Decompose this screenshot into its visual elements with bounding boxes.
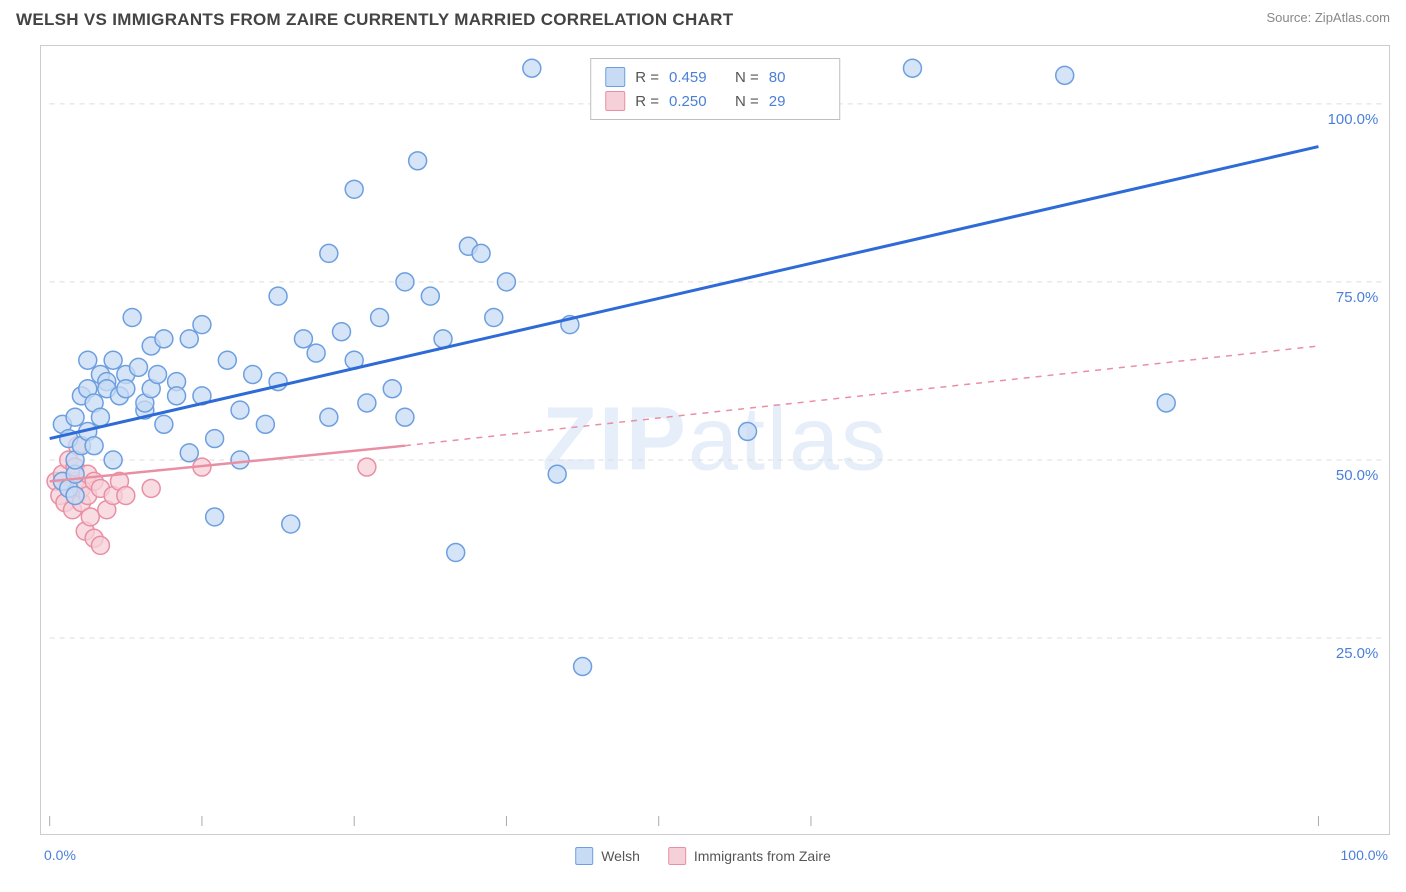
legend-swatch xyxy=(668,847,686,865)
legend-swatch xyxy=(605,91,625,111)
r-value: 0.250 xyxy=(669,93,725,110)
svg-text:50.0%: 50.0% xyxy=(1336,467,1378,484)
source-label: Source: ZipAtlas.com xyxy=(1266,10,1390,25)
n-label: N = xyxy=(735,69,759,86)
n-label: N = xyxy=(735,93,759,110)
series-legend-item: Immigrants from Zaire xyxy=(668,847,831,865)
series-legend: Welsh Immigrants from Zaire xyxy=(575,847,831,865)
correlation-legend-row: R = 0.250 N = 29 xyxy=(605,89,825,113)
x-axis-max-label: 100.0% xyxy=(1341,847,1388,863)
chart-title: WELSH VS IMMIGRANTS FROM ZAIRE CURRENTLY… xyxy=(16,10,733,30)
chart-container: ZIPatlas 25.0%50.0%75.0%100.0% R =0.459N… xyxy=(40,45,1390,835)
series-legend-label: Immigrants from Zaire xyxy=(694,848,831,864)
n-value: 80 xyxy=(769,69,825,86)
svg-text:25.0%: 25.0% xyxy=(1336,645,1378,662)
legend-swatch xyxy=(605,67,625,87)
series-legend-item: Welsh xyxy=(575,847,640,865)
series-legend-label: Welsh xyxy=(601,848,640,864)
r-label: R = xyxy=(635,93,659,110)
svg-text:100.0%: 100.0% xyxy=(1328,111,1379,128)
scatter-plot: 25.0% 50.0% 75.0% 100.0% xyxy=(41,46,1389,834)
header: WELSH VS IMMIGRANTS FROM ZAIRE CURRENTLY… xyxy=(0,0,1406,30)
n-value: 29 xyxy=(769,93,825,110)
x-axis-min-label: 0.0% xyxy=(44,847,76,863)
r-label: R = xyxy=(635,69,659,86)
r-value: 0.459 xyxy=(669,69,725,86)
correlation-legend: R = 0.459 N = 80 R = 0.250 N = 29 xyxy=(590,58,840,120)
correlation-legend-row: R = 0.459 N = 80 xyxy=(605,65,825,89)
legend-swatch xyxy=(575,847,593,865)
svg-text:75.0%: 75.0% xyxy=(1336,289,1378,306)
